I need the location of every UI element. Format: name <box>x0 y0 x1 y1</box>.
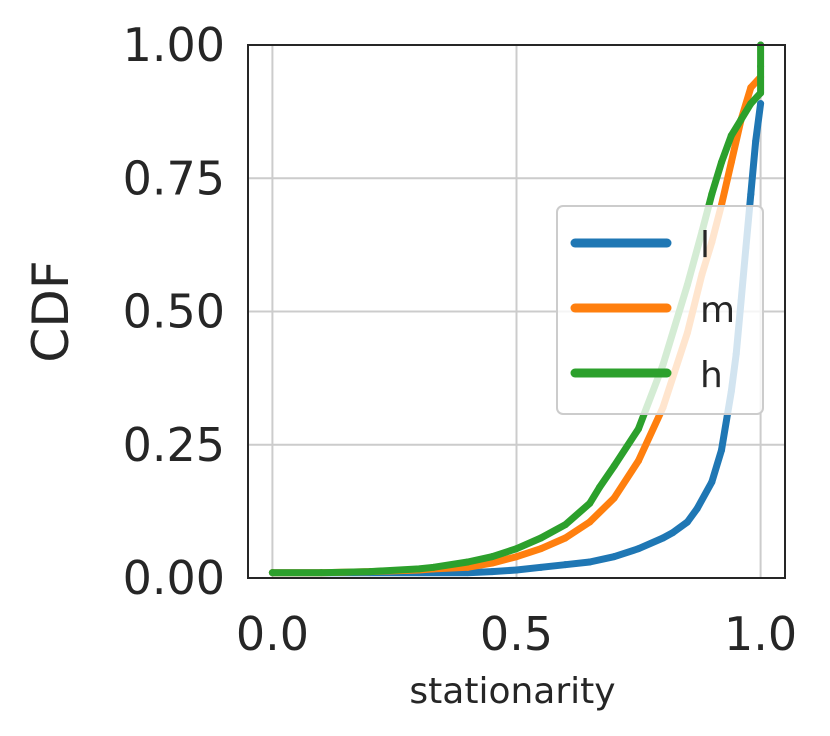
series-point-h <box>727 132 735 140</box>
x-axis-label: stationarity <box>409 671 615 712</box>
series-point-h <box>430 563 438 571</box>
y-tick-label: 0.50 <box>123 285 225 339</box>
y-tick-label: 0.00 <box>123 551 225 605</box>
series-point-l <box>669 529 677 537</box>
series-point-h <box>268 569 276 577</box>
series-point-h <box>610 462 618 470</box>
ticks: 0.0 0.5 1.0 0.00 0.25 0.50 0.75 1.00 <box>123 18 798 661</box>
series-point-l <box>464 569 472 577</box>
series-point-l <box>635 545 643 553</box>
legend-label-h: h <box>700 355 723 396</box>
series-point-h <box>317 569 325 577</box>
series-point-l <box>659 534 667 542</box>
series-point-l <box>610 553 618 561</box>
series-point-m <box>537 545 545 553</box>
series-point-m <box>747 84 755 92</box>
x-tick-label: 1.0 <box>724 607 797 661</box>
x-tick-label: 0.5 <box>480 607 553 661</box>
series-point-l <box>708 478 716 486</box>
y-tick-label: 0.75 <box>123 151 225 205</box>
legend: lmh <box>556 205 764 415</box>
series-point-m <box>610 494 618 502</box>
series-point-h <box>718 158 726 166</box>
series-point-l <box>513 566 520 574</box>
series-point-h <box>595 483 603 491</box>
y-axis-label: CDF <box>22 260 80 362</box>
series-point-h <box>586 499 594 507</box>
legend-label-l: l <box>700 225 710 266</box>
series-point-m <box>727 158 735 166</box>
series-point-m <box>488 559 496 567</box>
series-point-l <box>683 518 691 526</box>
series-point-l <box>693 505 701 513</box>
series-point-l <box>488 568 496 576</box>
series-point-h <box>757 62 765 70</box>
x-tick-label: 0.0 <box>236 607 309 661</box>
y-tick-label: 0.25 <box>123 418 225 472</box>
series-point-m <box>513 553 520 561</box>
series-point-h <box>757 89 765 97</box>
y-tick-label: 1.00 <box>123 18 225 72</box>
series-point-h <box>537 534 545 542</box>
series-point-h <box>635 425 643 433</box>
series-point-l <box>757 100 765 108</box>
series-point-h <box>464 558 472 566</box>
axes-frame <box>247 44 786 579</box>
series-point-l <box>537 563 545 571</box>
series-point-h <box>415 565 423 573</box>
series-point-h <box>747 100 755 108</box>
legend-label-m: m <box>700 290 735 331</box>
series-point-l <box>718 446 726 454</box>
series-point-h <box>488 553 496 561</box>
series-point-l <box>747 190 755 198</box>
series-point-m <box>561 534 569 542</box>
series-point-m <box>586 518 594 526</box>
series-point-l <box>752 137 760 145</box>
series-point-h <box>366 568 374 576</box>
series-point-h <box>513 545 520 553</box>
series-point-h <box>561 521 569 529</box>
series-point-h <box>708 190 716 198</box>
series-point-l <box>561 561 569 569</box>
series-point-h <box>737 116 745 124</box>
series-point-l <box>586 558 594 566</box>
series-point-m <box>635 457 643 465</box>
